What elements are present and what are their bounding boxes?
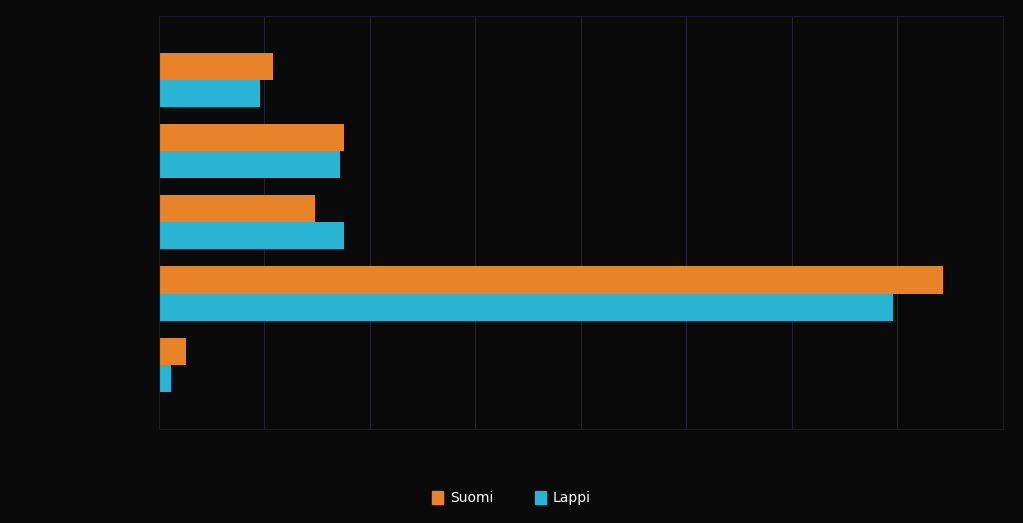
Bar — [159, 53, 272, 80]
Bar — [159, 151, 340, 178]
Bar — [159, 293, 893, 321]
Bar — [159, 338, 185, 365]
Bar — [159, 124, 344, 151]
Bar — [159, 222, 344, 249]
Bar — [159, 266, 943, 293]
Bar — [159, 195, 315, 222]
Legend: Suomi, Lappi: Suomi, Lappi — [427, 486, 596, 511]
Bar — [159, 365, 171, 392]
Bar — [159, 80, 260, 107]
